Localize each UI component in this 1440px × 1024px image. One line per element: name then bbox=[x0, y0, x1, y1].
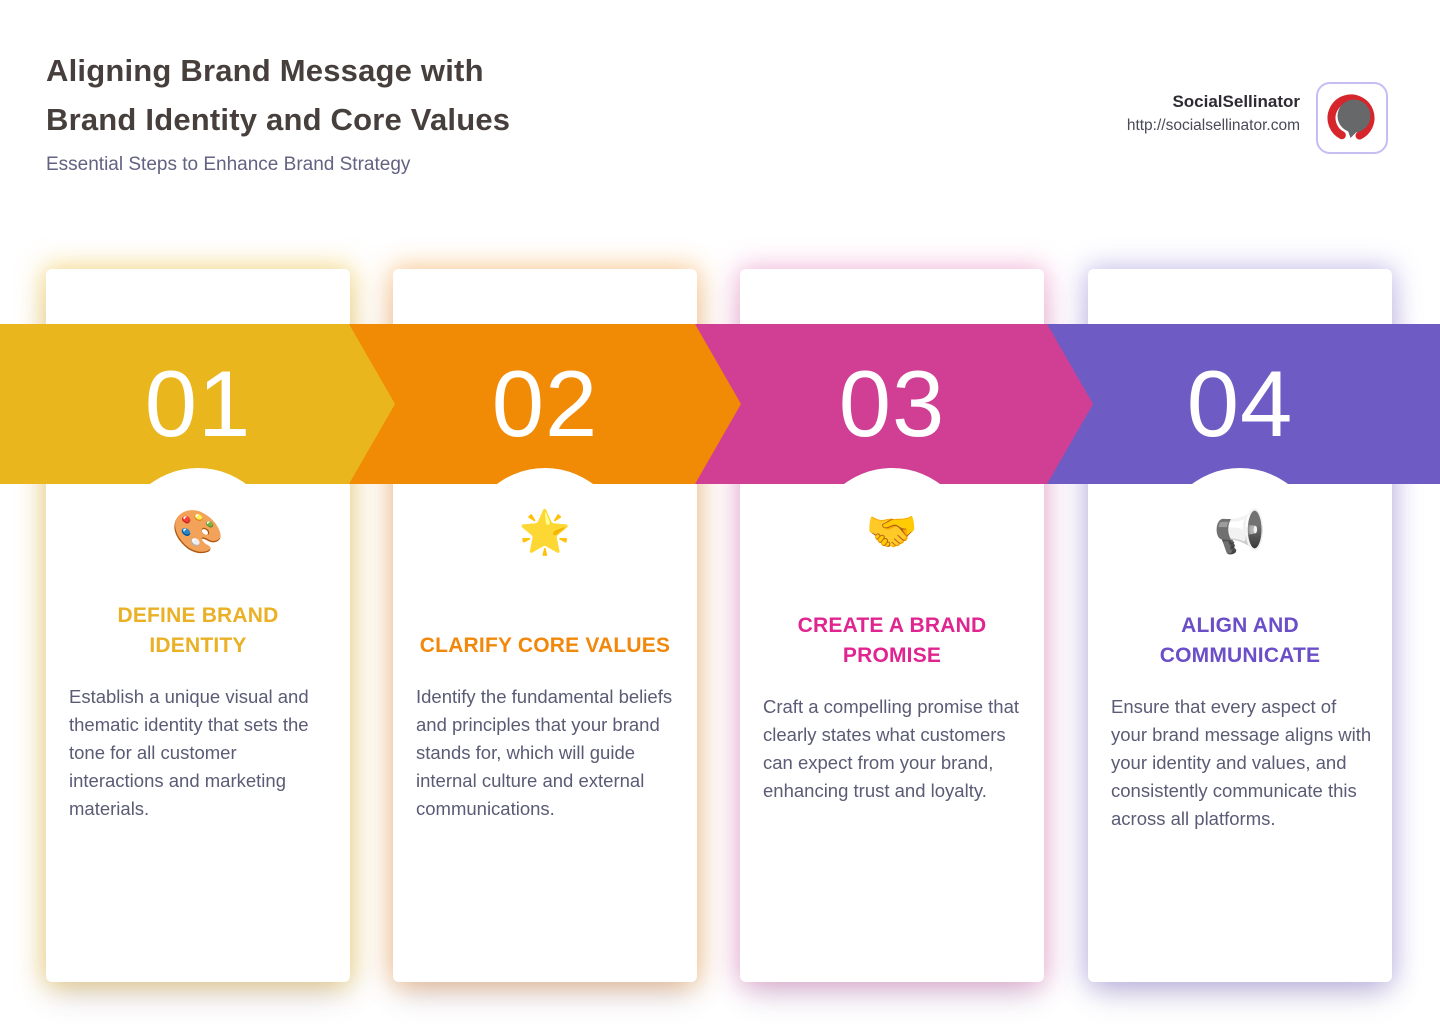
step-number-3: 03 bbox=[838, 351, 946, 456]
step-title-2: CLARIFY CORE VALUES bbox=[419, 634, 671, 657]
brand-block: SocialSellinator http://socialsellinator… bbox=[1127, 82, 1388, 154]
step-title-4: ALIGN AND COMMUNICATE bbox=[1159, 614, 1321, 667]
band-segment-1 bbox=[0, 324, 349, 484]
band-segment-4 bbox=[1047, 324, 1440, 484]
step-number-2: 02 bbox=[491, 351, 599, 456]
handshake-icon: 🤝 bbox=[865, 508, 919, 555]
step-description-1: Establish a unique visual and thematic i… bbox=[69, 686, 309, 819]
brand-url: http://socialsellinator.com bbox=[1126, 117, 1300, 134]
speech-bubble-logo-icon bbox=[1327, 94, 1375, 142]
band-segment-3 bbox=[695, 324, 1047, 484]
step-description-4: Ensure that every aspect of your brand m… bbox=[1111, 696, 1372, 829]
page-title: Aligning Brand Message with Brand Identi… bbox=[46, 46, 510, 144]
step-description-2: Identify the fundamental beliefs and pri… bbox=[416, 686, 673, 819]
brand-name: SocialSellinator bbox=[1172, 92, 1300, 111]
step-title-1: DEFINE BRAND IDENTITY bbox=[117, 604, 279, 657]
page-title-line1: Aligning Brand Message with bbox=[46, 53, 484, 88]
step-title-3: CREATE A BRAND PROMISE bbox=[797, 614, 987, 667]
band-segment-2 bbox=[349, 324, 695, 484]
page-title-line2: Brand Identity and Core Values bbox=[46, 102, 511, 137]
palette-icon: 🎨 bbox=[171, 508, 225, 555]
page-subtitle: Essential Steps to Enhance Brand Strateg… bbox=[46, 154, 411, 175]
step-number-4: 04 bbox=[1186, 351, 1294, 456]
step-description-3: Craft a compelling promise that clearly … bbox=[763, 696, 1020, 801]
loudspeaker-icon: 📢 bbox=[1213, 508, 1267, 555]
brand-text: SocialSellinator http://socialsellinator… bbox=[1127, 92, 1300, 135]
glowing-star-icon: 🌟 bbox=[518, 508, 572, 555]
step-band: 01 02 03 04 bbox=[0, 324, 1440, 484]
step-number-1: 01 bbox=[144, 351, 252, 456]
brand-logo bbox=[1316, 82, 1388, 154]
